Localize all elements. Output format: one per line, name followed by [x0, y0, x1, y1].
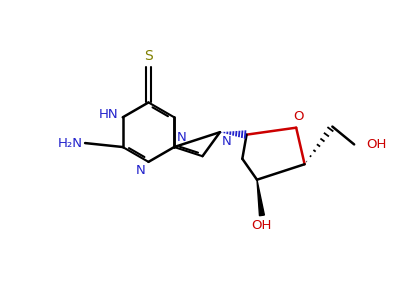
- Text: H₂N: H₂N: [58, 136, 83, 150]
- Text: O: O: [293, 110, 304, 123]
- Text: N: N: [177, 131, 187, 144]
- Text: N: N: [136, 164, 146, 177]
- Polygon shape: [257, 180, 264, 216]
- Text: HN: HN: [99, 108, 119, 121]
- Text: OH: OH: [252, 219, 272, 232]
- Text: S: S: [144, 49, 153, 63]
- Text: OH: OH: [366, 138, 386, 151]
- Text: N: N: [222, 135, 232, 148]
